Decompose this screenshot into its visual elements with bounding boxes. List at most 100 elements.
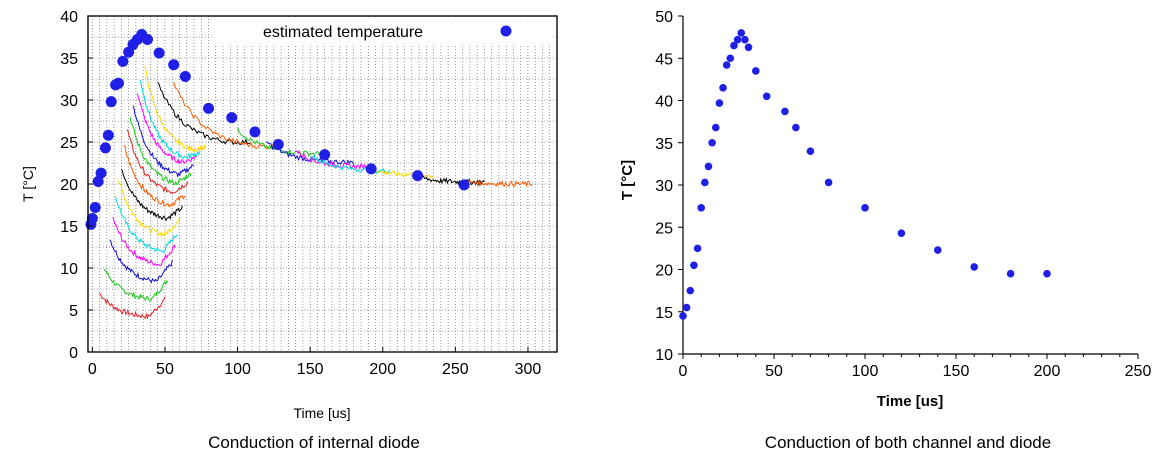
left-trace-6	[120, 169, 183, 222]
right-point	[708, 138, 716, 147]
left-y-tick-label: 35	[60, 51, 78, 68]
right-point	[1006, 269, 1015, 278]
right-caption: Conduction of both channel and diode	[765, 433, 1051, 452]
right-y-tick-label: 10	[655, 347, 673, 364]
left-trace-14	[157, 81, 253, 146]
right-point	[679, 312, 687, 320]
left-x-tick-label: 50	[156, 361, 174, 378]
left-trace-19	[309, 153, 391, 175]
right-y-tick-label: 30	[655, 178, 673, 195]
left-y-tick-label: 10	[60, 261, 78, 278]
left-y-tick-label: 0	[69, 345, 78, 362]
left-y-ticks: 0 5 10 15 20 25 30 35 40	[60, 9, 93, 362]
right-point	[1043, 269, 1051, 278]
right-x-ticks: 0 50 100 150 200 250	[679, 354, 1151, 380]
left-point	[203, 102, 215, 114]
left-trace-1	[103, 268, 169, 303]
left-point	[226, 112, 238, 124]
left-trace-7	[123, 145, 186, 208]
left-trace-18	[295, 149, 369, 171]
left-x-tick-label: 250	[442, 361, 469, 378]
right-point	[733, 35, 742, 44]
left-point	[117, 55, 129, 67]
left-x-tick-label: 300	[515, 361, 542, 378]
left-legend: estimated temperature	[212, 18, 552, 44]
right-points	[679, 29, 1051, 320]
left-x-tick-label: 150	[297, 361, 324, 378]
right-x-axis-label: Time [us]	[877, 393, 943, 410]
left-plot-frame	[87, 15, 558, 353]
left-traces	[99, 66, 533, 320]
right-point	[762, 92, 771, 101]
left-point	[99, 142, 111, 154]
left-y-tick-label: 5	[69, 303, 78, 320]
right-point	[715, 99, 724, 107]
left-legend-label: estimated temperature	[263, 24, 423, 41]
left-point	[272, 139, 284, 151]
right-point	[719, 84, 727, 92]
right-point	[824, 178, 833, 187]
right-x-tick-label: 50	[765, 363, 783, 380]
left-trace-8	[126, 129, 189, 194]
left-x-tick-label: 200	[369, 361, 396, 378]
right-point	[682, 303, 691, 312]
left-point	[412, 170, 424, 182]
left-trace-5	[118, 180, 180, 238]
right-point	[741, 35, 749, 44]
left-point	[142, 34, 154, 46]
right-point	[726, 54, 735, 63]
left-trace-4	[115, 196, 179, 253]
left-y-tick-label: 25	[60, 135, 78, 152]
left-x-tick-label: 0	[88, 361, 97, 378]
left-trace-3	[112, 217, 176, 267]
left-point	[365, 163, 377, 175]
right-x-tick-label: 150	[943, 363, 970, 380]
left-point	[249, 126, 261, 138]
left-trace-15	[173, 82, 282, 150]
left-y-tick-label: 30	[60, 93, 78, 110]
left-trace-10	[132, 105, 195, 178]
left-legend-box	[212, 18, 552, 44]
left-caption: Conduction of internal diode	[208, 433, 420, 452]
left-trace-0	[99, 292, 166, 320]
right-y-tick-label: 15	[655, 305, 673, 322]
right-point	[752, 67, 760, 75]
left-point	[458, 179, 470, 191]
right-point	[693, 244, 702, 253]
left-trace-2	[109, 239, 173, 284]
left-trace-11	[136, 93, 198, 165]
right-point	[737, 29, 746, 37]
left-y-tick-label: 40	[60, 9, 78, 26]
left-point	[168, 59, 180, 71]
left-point	[105, 96, 117, 108]
right-point	[686, 286, 695, 295]
right-point	[970, 263, 978, 271]
left-points	[85, 28, 470, 230]
left-x-tick-label: 100	[224, 361, 251, 378]
right-point	[730, 41, 738, 50]
right-y-tick-label: 20	[655, 263, 673, 280]
right-y-tick-label: 40	[655, 94, 673, 111]
left-trace-9	[129, 116, 192, 186]
right-x-tick-label: 0	[679, 363, 688, 380]
right-y-ticks: 10 15 20 25 30 35 40 45 50	[655, 9, 683, 364]
left-trace-16	[237, 126, 325, 157]
left-point	[153, 47, 165, 59]
right-point	[697, 204, 705, 212]
right-point	[690, 261, 698, 270]
chart-right: 0 50 100 150 200 250 10 15 20 25 30 35 40 45 50 Time …	[619, 9, 1151, 452]
right-y-tick-label: 50	[655, 9, 673, 26]
left-trace-13	[144, 66, 207, 153]
left-point	[92, 175, 104, 187]
left-point	[319, 149, 331, 161]
right-point	[897, 229, 906, 237]
chart-left: 0 50 100 150 200 250 300 0 5 10 15 20 25 30 35 40 esti…	[20, 9, 558, 452]
left-x-ticks: 0 50 100 150 200 250 300	[88, 347, 542, 378]
left-point	[86, 212, 98, 224]
left-trace-22	[462, 179, 533, 188]
right-point	[704, 162, 713, 171]
left-point	[102, 129, 114, 141]
right-point	[792, 123, 800, 132]
left-point	[89, 202, 101, 214]
